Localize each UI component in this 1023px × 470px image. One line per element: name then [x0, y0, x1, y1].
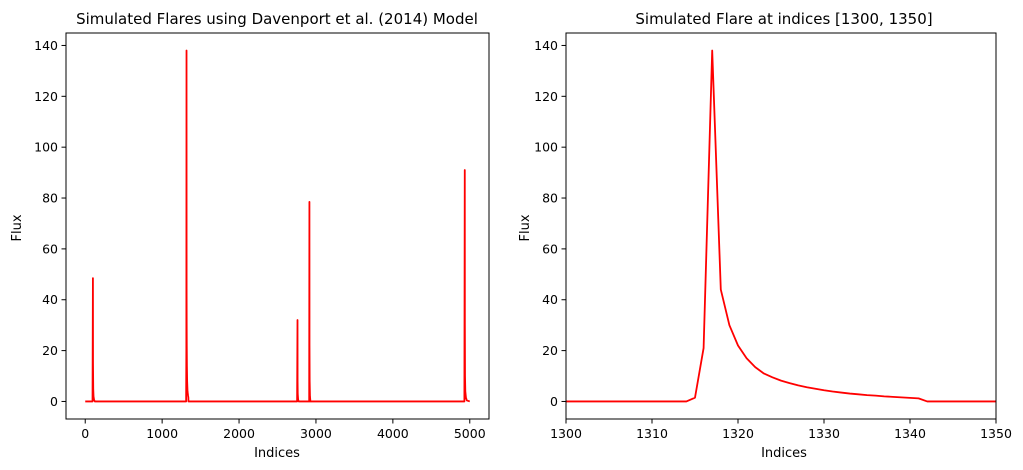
- right-y-tick-label: 0: [550, 394, 558, 409]
- left-x-tick-label: 5000: [454, 426, 486, 441]
- left-x-tick-label: 4000: [377, 426, 409, 441]
- left-series-line-0: [85, 49, 471, 403]
- left-subplot: Simulated Flares using Davenport et al. …: [10, 10, 490, 461]
- right-x-tick-label: 1330: [808, 426, 840, 441]
- left-axes-frame: [65, 32, 490, 420]
- left-x-tick-label: 3000: [300, 426, 332, 441]
- right-y-tick-label: 60: [542, 241, 558, 256]
- right-y-tick-label: 80: [542, 191, 558, 206]
- left-y-tick-label: 60: [42, 241, 58, 256]
- right-y-tick-label: 140: [534, 38, 558, 53]
- right-plot-area: 1300 1310 1320 1330 1340 1350 0 20 40 60 80 100 120 1…: [534, 32, 1012, 441]
- right-axes-frame: [565, 32, 997, 420]
- left-y-tick-label: 20: [42, 343, 58, 358]
- right-x-tick-label: 1300: [550, 426, 582, 441]
- right-x-tick-label: 1340: [894, 426, 926, 441]
- right-y-tick-label: 120: [534, 89, 558, 104]
- left-y-tick-label: 80: [42, 191, 58, 206]
- right-y-tick-label: 40: [542, 292, 558, 307]
- right-series-line-0: [566, 49, 996, 403]
- right-y-tick-label: 20: [542, 343, 558, 358]
- left-y-tick-label: 40: [42, 292, 58, 307]
- right-chart-title: Simulated Flare at indices [1300, 1350]: [635, 10, 932, 28]
- left-x-tick-label: 0: [81, 426, 89, 441]
- left-x-axis-label: Indices: [254, 446, 300, 461]
- left-y-axis-label: Flux: [10, 214, 25, 241]
- right-x-tick-label: 1350: [980, 426, 1012, 441]
- right-subplot: Simulated Flare at indices [1300, 1350] …: [518, 10, 1012, 461]
- left-y-tick-label: 0: [50, 394, 58, 409]
- right-x-tick-label: 1320: [722, 426, 754, 441]
- left-y-tick-label: 100: [34, 140, 58, 155]
- left-y-tick-label: 120: [34, 89, 58, 104]
- left-x-tick-label: 1000: [146, 426, 178, 441]
- right-x-axis-label: Indices: [761, 446, 807, 461]
- left-y-tick-label: 140: [34, 38, 58, 53]
- left-chart-title: Simulated Flares using Davenport et al. …: [76, 10, 478, 28]
- right-y-tick-label: 100: [534, 140, 558, 155]
- right-y-axis-label: Flux: [518, 214, 533, 241]
- left-plot-area: 0 1000 2000 3000 4000 5000 0 20 40 60 80 100 120 140: [34, 32, 490, 441]
- left-x-tick-label: 2000: [223, 426, 255, 441]
- right-x-tick-label: 1310: [636, 426, 668, 441]
